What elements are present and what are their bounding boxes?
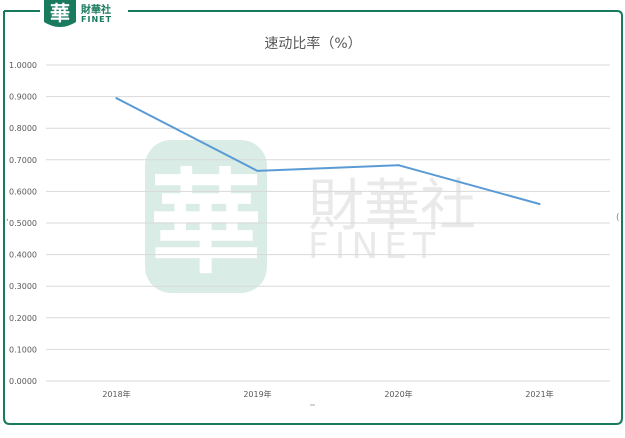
chart-title: 速动比率（%） bbox=[264, 35, 361, 52]
y-tick-label: 0.9000 bbox=[9, 93, 37, 102]
data-point bbox=[115, 97, 118, 100]
y-tick-label: 0.1000 bbox=[9, 345, 37, 354]
series-line bbox=[115, 97, 541, 205]
watermark-name-en: FINET bbox=[308, 226, 441, 267]
data-point bbox=[397, 164, 400, 167]
x-tick-labels: 2018年 2019年 2020年 2021年 bbox=[102, 389, 553, 399]
y-tick-label: 0.3000 bbox=[9, 282, 37, 291]
data-point bbox=[538, 203, 541, 206]
y-tick-label: 0.0000 bbox=[9, 377, 37, 386]
right-edge-mark: ( bbox=[616, 213, 620, 223]
watermark-name-cn: 財華社 bbox=[308, 174, 476, 239]
y-gridlines bbox=[46, 64, 610, 382]
x-tick-label: 2019年 bbox=[243, 389, 271, 399]
series-lines bbox=[115, 97, 541, 206]
y-tick-label: 0.2000 bbox=[9, 314, 37, 323]
left-edge-mark: , bbox=[6, 213, 9, 223]
y-tick-label: 0.7000 bbox=[9, 156, 37, 165]
x-tick-label: 2021年 bbox=[525, 389, 553, 399]
data-point bbox=[256, 169, 259, 172]
brand-name-cn: 財華社 bbox=[80, 3, 111, 16]
y-tick-labels: 0.0000 0.1000 0.2000 0.3000 0.4000 0.5000 0.60… bbox=[9, 61, 37, 386]
y-tick-label: 0.6000 bbox=[9, 187, 37, 196]
watermark: 華 財華社 FINET bbox=[145, 140, 476, 293]
watermark-glyph: 華 bbox=[150, 159, 262, 289]
brand-logo-glyph: 華 bbox=[50, 1, 70, 25]
frame-border bbox=[3, 10, 623, 425]
y-tick-label: 0.8000 bbox=[9, 124, 37, 133]
x-tick-label: 2018年 bbox=[102, 389, 130, 399]
y-tick-label: 0.5000 bbox=[9, 219, 37, 228]
y-tick-label: 1.0000 bbox=[9, 61, 37, 70]
brand-logo: 華 財華社 FINET bbox=[44, 0, 112, 27]
y-tick-label: 0.4000 bbox=[9, 251, 37, 260]
x-tick-label: 2020年 bbox=[384, 389, 412, 399]
brand-name-en: FINET bbox=[81, 15, 112, 24]
brand-logo-badge bbox=[44, 0, 76, 27]
